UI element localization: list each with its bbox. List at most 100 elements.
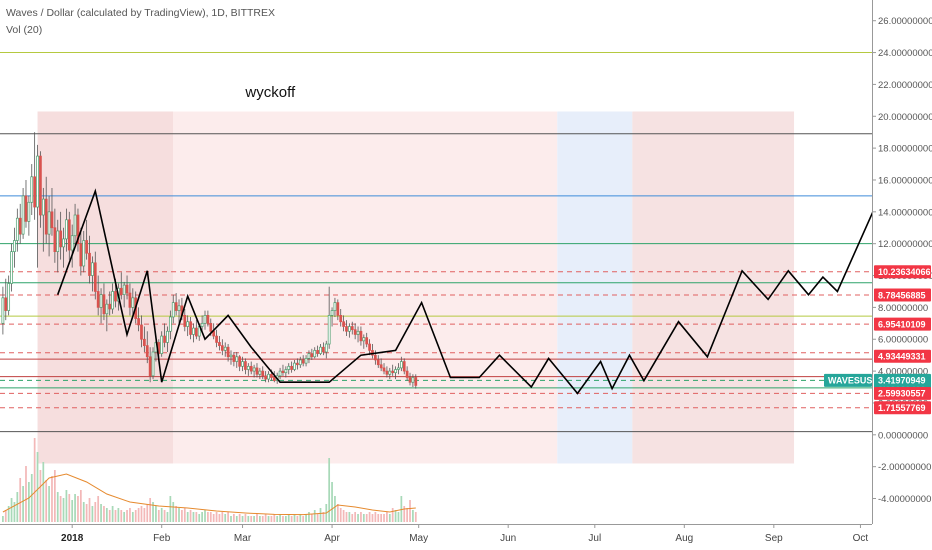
volume-bar: [256, 514, 258, 522]
candle: [362, 334, 366, 349]
candle-body: [4, 297, 8, 311]
volume-bar: [394, 510, 397, 522]
candle-body: [168, 316, 172, 332]
candle-body: [119, 287, 123, 296]
candle: [102, 283, 106, 321]
current-price-symbol: WAVESUSD: [828, 376, 879, 386]
candle: [21, 187, 25, 239]
candle: [99, 288, 103, 324]
volume-bar: [157, 510, 160, 522]
volume-bar: [169, 496, 172, 522]
candle: [394, 366, 397, 380]
candle-body: [374, 354, 377, 361]
volume-bar: [362, 514, 365, 522]
volume-bar: [371, 514, 374, 522]
candle-body: [272, 377, 276, 382]
volume-bar: [4, 510, 7, 522]
candle-body: [174, 302, 178, 311]
candle-body: [111, 291, 114, 310]
volume-bar: [105, 508, 108, 522]
volume-bar: [360, 512, 362, 522]
candle-body: [310, 353, 314, 358]
candle: [307, 350, 311, 364]
candle-body: [281, 370, 285, 374]
candle-body: [160, 335, 164, 354]
candle: [67, 211, 71, 260]
candle-body: [79, 243, 83, 267]
candle-body: [1, 297, 5, 324]
volume-bar: [319, 508, 322, 522]
price-tag-label: 1.71557769: [878, 403, 926, 413]
candle-body: [241, 361, 244, 367]
candle-body: [405, 370, 409, 378]
candle: [137, 307, 140, 332]
candles: [1, 132, 418, 389]
shaded-zone: [173, 111, 558, 464]
candle-body: [356, 330, 360, 335]
candle: [264, 371, 268, 383]
candle: [388, 367, 392, 380]
price-tag-label: 6.95410109: [878, 319, 926, 329]
candle: [44, 176, 48, 244]
candle: [405, 366, 409, 381]
candle: [342, 315, 345, 332]
volume-bar: [108, 510, 111, 522]
candle-body: [148, 356, 152, 377]
candle-body: [47, 211, 51, 235]
shaded-zones: [37, 111, 795, 464]
volume-bar: [183, 508, 186, 522]
candle-body: [99, 294, 103, 308]
candle-body: [345, 326, 348, 332]
candle-body: [163, 335, 166, 343]
candle: [368, 339, 371, 356]
candle: [59, 211, 62, 260]
candle-body: [218, 342, 221, 346]
y-tick-label: 12.00000000: [878, 239, 932, 250]
candle: [258, 367, 262, 380]
candle-body: [342, 321, 345, 327]
candle: [119, 272, 123, 300]
volume-bar: [28, 482, 30, 522]
volume-bar: [181, 510, 183, 522]
candle-body: [324, 343, 328, 353]
x-tick-label: Aug: [675, 533, 693, 544]
price-tag-label: 4.93449331: [878, 352, 926, 362]
volume-bar: [175, 506, 177, 522]
volume-bar: [209, 512, 212, 522]
candle: [215, 329, 218, 348]
volume-bar: [42, 462, 45, 522]
candle: [128, 283, 132, 316]
candle-body: [220, 345, 224, 351]
candle-body: [333, 302, 337, 311]
candle: [93, 251, 97, 300]
candle-body: [88, 252, 91, 276]
candle-body: [114, 291, 117, 302]
candle: [287, 363, 291, 375]
y-tick-label: 22.00000000: [878, 80, 932, 91]
volume-bar: [195, 512, 198, 522]
volume-bar: [400, 496, 403, 522]
volume-bar: [279, 514, 281, 522]
volume-bar: [65, 490, 68, 522]
volume-bar: [22, 486, 24, 522]
candle: [105, 299, 109, 332]
candle-body: [24, 195, 28, 222]
candle: [353, 323, 357, 340]
volume-bar: [299, 514, 302, 522]
candle-body: [50, 211, 54, 229]
volume-bar: [7, 506, 10, 522]
volume-bar: [296, 516, 299, 522]
candle: [41, 187, 45, 252]
volume-bar: [10, 498, 13, 522]
candle: [327, 286, 331, 349]
volume-bar: [284, 516, 287, 522]
candle-body: [30, 176, 34, 203]
candle: [151, 347, 155, 380]
candle-body: [330, 310, 334, 316]
candle: [272, 371, 276, 383]
candle-body: [189, 321, 192, 335]
volume-bar: [270, 516, 273, 522]
price-tag-background: [874, 288, 931, 302]
current-price-tag: WAVESUSD 3.41970949: [824, 373, 931, 387]
